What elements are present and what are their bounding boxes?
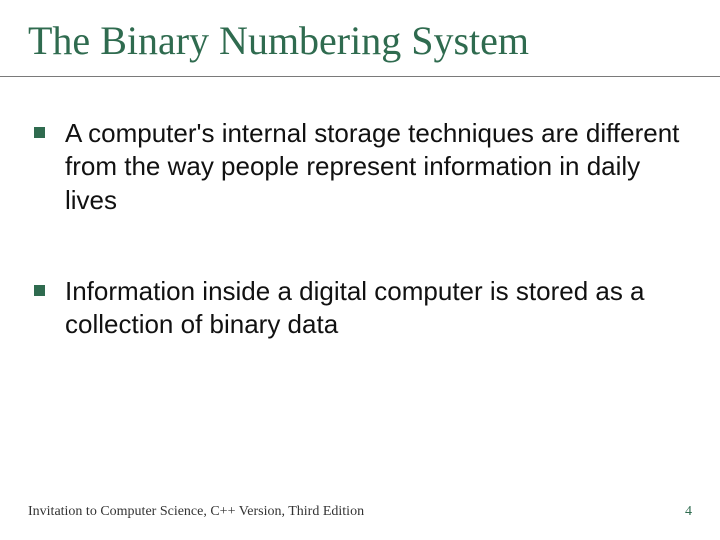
list-item: A computer's internal storage techniques…: [28, 117, 692, 217]
square-bullet-icon: [34, 127, 45, 138]
page-number: 4: [685, 504, 692, 520]
list-item: Information inside a digital computer is…: [28, 275, 692, 342]
square-bullet-icon: [34, 285, 45, 296]
slide-body: A computer's internal storage techniques…: [28, 77, 692, 341]
slide: The Binary Numbering System A computer's…: [0, 0, 720, 540]
slide-title: The Binary Numbering System: [28, 18, 692, 76]
bullet-text: A computer's internal storage techniques…: [65, 117, 692, 217]
slide-footer: Invitation to Computer Science, C++ Vers…: [28, 504, 692, 520]
bullet-text: Information inside a digital computer is…: [65, 275, 692, 342]
footer-source: Invitation to Computer Science, C++ Vers…: [28, 504, 364, 520]
